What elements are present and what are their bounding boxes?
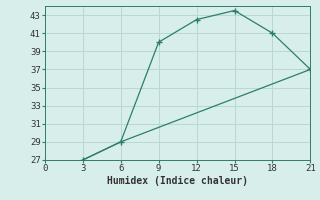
- X-axis label: Humidex (Indice chaleur): Humidex (Indice chaleur): [107, 176, 248, 186]
